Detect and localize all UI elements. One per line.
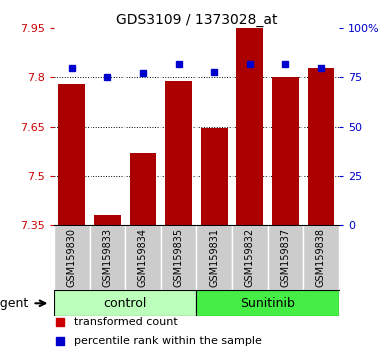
Text: transformed count: transformed count xyxy=(74,318,177,327)
Bar xyxy=(232,225,268,290)
Bar xyxy=(130,153,156,225)
Text: GSM159834: GSM159834 xyxy=(138,228,148,287)
Text: GSM159833: GSM159833 xyxy=(102,228,112,287)
Bar xyxy=(59,84,85,225)
Bar xyxy=(196,225,232,290)
Text: Sunitinib: Sunitinib xyxy=(240,297,295,310)
Title: GDS3109 / 1373028_at: GDS3109 / 1373028_at xyxy=(116,13,277,27)
Text: GSM159837: GSM159837 xyxy=(280,228,290,287)
Bar xyxy=(303,225,339,290)
Bar xyxy=(54,225,90,290)
Text: agent: agent xyxy=(0,297,29,310)
Text: GSM159831: GSM159831 xyxy=(209,228,219,287)
Bar xyxy=(272,78,299,225)
Bar xyxy=(125,225,161,290)
Text: percentile rank within the sample: percentile rank within the sample xyxy=(74,336,262,346)
Bar xyxy=(268,225,303,290)
Bar xyxy=(196,290,339,316)
Text: GSM159835: GSM159835 xyxy=(174,228,184,287)
Bar xyxy=(54,290,196,316)
Text: GSM159830: GSM159830 xyxy=(67,228,77,287)
Bar xyxy=(201,128,228,225)
Bar xyxy=(236,28,263,225)
Bar xyxy=(94,215,121,225)
Text: GSM159838: GSM159838 xyxy=(316,228,326,287)
Bar xyxy=(161,225,196,290)
Bar xyxy=(90,225,125,290)
Text: GSM159832: GSM159832 xyxy=(245,228,255,287)
Bar xyxy=(165,81,192,225)
Text: control: control xyxy=(104,297,147,310)
Bar xyxy=(308,68,334,225)
